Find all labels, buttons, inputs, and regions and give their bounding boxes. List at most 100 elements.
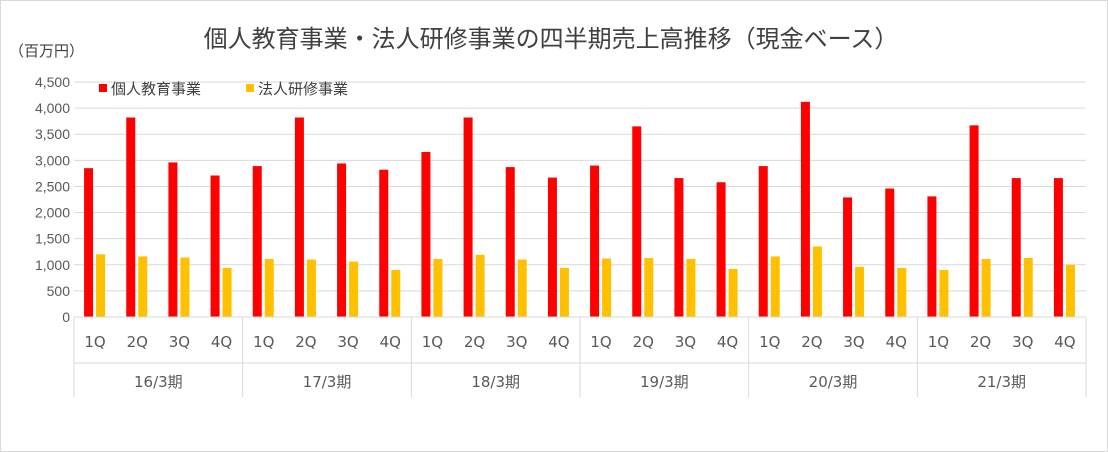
x-axis: 1Q 2Q 3Q 4Q 1Q 2Q 3Q 4Q 1Q 2Q 3Q 4Q 1Q 2Q 3Q 4Q 1Q 2Q 3Q 4Q… bbox=[73, 316, 1087, 397]
quarter-label: 2Q bbox=[970, 333, 991, 351]
bar-individual bbox=[1053, 178, 1063, 317]
chart-title: 個人教育事業・法人研修事業の四半期売上高推移（現金ベース） bbox=[204, 25, 899, 53]
quarter-label: 1Q bbox=[84, 333, 105, 351]
group-label: 18/3期 bbox=[471, 373, 520, 391]
group-label: 19/3期 bbox=[640, 373, 689, 391]
quarter-label: 2Q bbox=[633, 333, 654, 351]
quarter-label: 4Q bbox=[548, 333, 569, 351]
group-label: 20/3期 bbox=[809, 373, 858, 391]
y-tick-label: 3,000 bbox=[35, 152, 70, 168]
quarter-label: 4Q bbox=[211, 333, 232, 351]
y-tick-label: 500 bbox=[47, 283, 71, 299]
quarter-label: 3Q bbox=[1012, 333, 1033, 351]
legend-swatch-individual bbox=[99, 84, 107, 92]
group-label: 17/3期 bbox=[303, 373, 352, 391]
unit-label: （百万円） bbox=[9, 42, 84, 60]
bar-individual bbox=[168, 162, 178, 317]
bar-corporate bbox=[602, 258, 612, 317]
bar-corporate bbox=[1065, 264, 1075, 317]
legend: 個人教育事業 法人研修事業 bbox=[99, 80, 348, 98]
bar-individual bbox=[505, 167, 515, 317]
quarter-label: 3Q bbox=[675, 333, 696, 351]
bar-corporate bbox=[686, 259, 696, 317]
bar-corporate bbox=[475, 254, 485, 317]
bar-corporate bbox=[180, 257, 190, 317]
bar-corporate bbox=[559, 267, 569, 317]
quarter-label: 4Q bbox=[1054, 333, 1075, 351]
bar-individual bbox=[632, 126, 642, 317]
quarter-label: 4Q bbox=[380, 333, 401, 351]
y-tick-label: 2,000 bbox=[35, 205, 70, 221]
quarter-label: 1Q bbox=[253, 333, 274, 351]
bar-corporate bbox=[349, 261, 359, 317]
bar-individual bbox=[379, 169, 389, 317]
bar-individual bbox=[885, 188, 895, 317]
bar-individual bbox=[294, 117, 304, 317]
bar-individual bbox=[210, 175, 220, 317]
bar-corporate bbox=[433, 259, 443, 317]
quarter-label: 3Q bbox=[337, 333, 358, 351]
quarter-label: 4Q bbox=[886, 333, 907, 351]
quarter-label: 1Q bbox=[422, 333, 443, 351]
bar-corporate bbox=[770, 256, 780, 317]
legend-label-corporate: 法人研修事業 bbox=[258, 80, 348, 98]
bar-individual bbox=[927, 196, 937, 317]
bar-individual bbox=[421, 151, 431, 317]
y-tick-label: 1,500 bbox=[35, 231, 70, 247]
y-tick-label: 4,000 bbox=[35, 100, 70, 116]
y-tick-label: 3,500 bbox=[35, 126, 70, 142]
group-label: 21/3期 bbox=[977, 373, 1026, 391]
y-tick-label: 1,000 bbox=[35, 257, 70, 273]
bars bbox=[84, 101, 1075, 317]
bar-corporate bbox=[981, 259, 991, 317]
legend-label-individual: 個人教育事業 bbox=[111, 80, 201, 98]
bar-corporate bbox=[138, 256, 148, 317]
quarter-label: 4Q bbox=[717, 333, 738, 351]
bar-individual bbox=[1011, 178, 1021, 317]
bar-corporate bbox=[897, 267, 907, 317]
bar-corporate bbox=[1023, 257, 1033, 317]
quarter-label: 2Q bbox=[464, 333, 485, 351]
bar-corporate bbox=[517, 259, 527, 317]
quarter-label: 2Q bbox=[295, 333, 316, 351]
legend-swatch-corporate bbox=[246, 84, 254, 92]
bar-corporate bbox=[264, 259, 274, 317]
quarter-label: 1Q bbox=[759, 333, 780, 351]
bar-individual bbox=[84, 168, 94, 317]
y-tick-label: 2,500 bbox=[35, 178, 70, 194]
y-axis-ticks: 0 500 1,000 1,500 2,000 2,500 3,000 3,500 4,000 4… bbox=[35, 74, 70, 325]
bar-individual bbox=[843, 197, 853, 317]
bar-corporate bbox=[855, 266, 865, 317]
y-tick-label: 0 bbox=[62, 309, 70, 325]
bar-individual bbox=[969, 125, 979, 317]
bar-individual bbox=[800, 101, 810, 317]
quarter-label: 1Q bbox=[928, 333, 949, 351]
quarter-label: 3Q bbox=[843, 333, 864, 351]
bar-corporate bbox=[222, 267, 232, 317]
bar-individual bbox=[590, 165, 600, 317]
bar-corporate bbox=[812, 246, 822, 317]
bar-individual bbox=[126, 117, 136, 317]
quarter-label: 3Q bbox=[506, 333, 527, 351]
bar-individual bbox=[252, 166, 262, 317]
bar-individual bbox=[463, 117, 473, 317]
bar-individual bbox=[547, 177, 557, 317]
bar-corporate bbox=[728, 268, 738, 317]
y-tick-label: 4,500 bbox=[35, 74, 70, 90]
bar-individual bbox=[758, 166, 768, 317]
quarter-label: 3Q bbox=[169, 333, 190, 351]
bar-individual bbox=[716, 182, 726, 317]
bar-corporate bbox=[306, 259, 316, 317]
group-label: 16/3期 bbox=[134, 373, 183, 391]
bar-corporate bbox=[939, 270, 949, 317]
quarter-label: 2Q bbox=[127, 333, 148, 351]
gridlines bbox=[74, 81, 1086, 318]
bar-corporate bbox=[644, 257, 654, 317]
bar-corporate bbox=[391, 270, 401, 317]
quarter-label: 1Q bbox=[590, 333, 611, 351]
bar-individual bbox=[337, 163, 347, 317]
bar-corporate bbox=[96, 254, 106, 317]
quarter-label: 2Q bbox=[801, 333, 822, 351]
